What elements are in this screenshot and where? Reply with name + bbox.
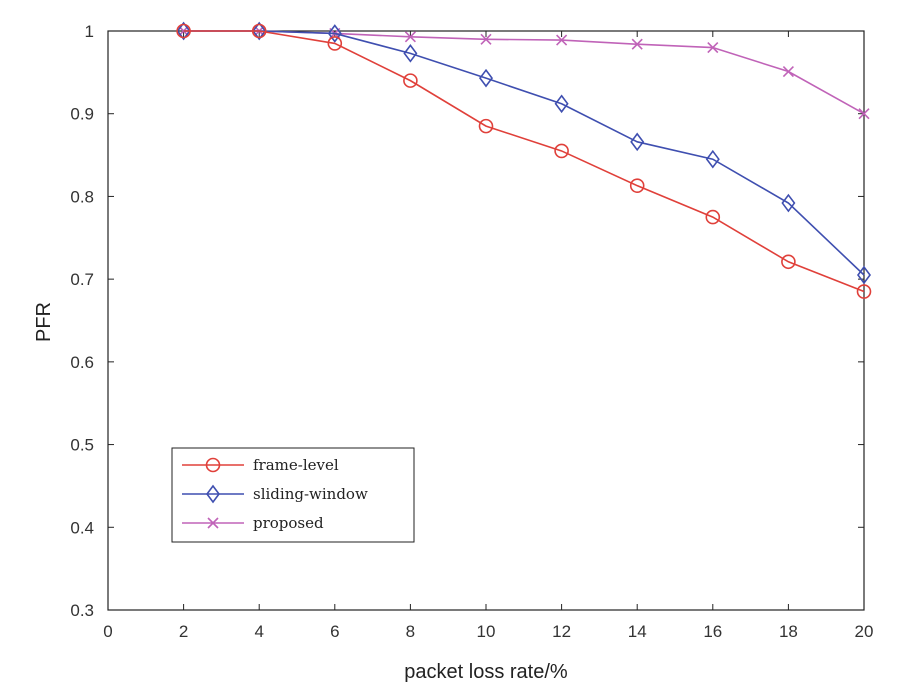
axis-ticks: 0 2 4 6 8 10 12 14 16 18 20 0.3 0.4 0.5 0.6 0.7 0.8 0.9 1 bbox=[70, 22, 873, 641]
data-point-sliding-window bbox=[630, 132, 645, 152]
y-tick-label: 0.9 bbox=[70, 105, 94, 124]
legend-item-proposed: proposed bbox=[182, 514, 324, 532]
y-tick-label: 0.7 bbox=[70, 270, 94, 289]
data-point-sliding-window bbox=[857, 265, 871, 285]
legend-label: frame-level bbox=[253, 456, 339, 474]
data-point-proposed bbox=[631, 38, 643, 50]
series-line-sliding-window bbox=[183, 30, 865, 276]
legend: frame-level sliding-window proposed bbox=[171, 447, 415, 543]
x-tick-label: 10 bbox=[477, 622, 496, 641]
legend-items: frame-level sliding-window proposed bbox=[182, 456, 368, 532]
data-point-proposed bbox=[480, 33, 492, 45]
series-line-frame-level bbox=[183, 30, 865, 293]
series-frame-level bbox=[176, 23, 872, 299]
series-sliding-window bbox=[176, 21, 871, 285]
data-point-sliding-window bbox=[403, 43, 418, 63]
data-point-proposed bbox=[404, 31, 416, 43]
y-tick-label: 0.5 bbox=[70, 436, 94, 455]
y-tick-label: 1 bbox=[85, 22, 94, 41]
data-point-frame-level bbox=[251, 23, 267, 39]
data-point-frame-level bbox=[629, 178, 645, 193]
legend-marker bbox=[206, 484, 220, 504]
legend-item-frame-level: frame-level bbox=[182, 456, 339, 474]
legend-marker bbox=[207, 517, 219, 529]
x-tick-label: 2 bbox=[179, 622, 188, 641]
data-point-proposed bbox=[782, 65, 794, 78]
data-point-frame-level bbox=[781, 254, 796, 270]
data-point-sliding-window bbox=[176, 21, 191, 41]
x-tick-label: 18 bbox=[779, 622, 798, 641]
data-point-frame-level bbox=[478, 118, 494, 134]
data-point-frame-level bbox=[403, 73, 418, 88]
data-point-sliding-window bbox=[327, 24, 342, 43]
series-layer bbox=[176, 21, 872, 299]
data-point-frame-level bbox=[176, 23, 191, 39]
data-point-frame-level bbox=[327, 36, 343, 51]
x-tick-label: 20 bbox=[855, 622, 874, 641]
legend-label: sliding-window bbox=[253, 485, 368, 503]
data-point-sliding-window bbox=[781, 193, 796, 213]
data-point-frame-level bbox=[554, 143, 569, 159]
data-point-frame-level bbox=[705, 209, 721, 225]
x-axis-title: packet loss rate/% bbox=[404, 661, 568, 683]
y-tick-label: 0.4 bbox=[70, 518, 94, 537]
legend-box bbox=[171, 447, 415, 543]
legend-label: proposed bbox=[253, 514, 324, 532]
x-tick-label: 14 bbox=[628, 622, 647, 641]
x-tick-label: 12 bbox=[552, 622, 571, 641]
legend-item-sliding-window: sliding-window bbox=[182, 484, 368, 504]
data-point-sliding-window bbox=[554, 94, 569, 114]
data-point-sliding-window bbox=[705, 149, 720, 169]
y-tick-label: 0.8 bbox=[70, 187, 94, 206]
x-tick-label: 4 bbox=[254, 622, 263, 641]
data-point-proposed bbox=[556, 34, 568, 46]
y-axis-title: PFR bbox=[33, 302, 55, 342]
data-point-frame-level bbox=[856, 284, 872, 299]
x-tick-label: 8 bbox=[406, 622, 415, 641]
y-tick-label: 0.6 bbox=[70, 353, 94, 372]
x-tick-label: 6 bbox=[330, 622, 339, 641]
data-point-sliding-window bbox=[479, 68, 493, 88]
x-tick-label: 16 bbox=[703, 622, 722, 641]
x-tick-label: 0 bbox=[103, 622, 112, 641]
data-point-proposed bbox=[858, 108, 870, 120]
legend-marker bbox=[205, 457, 221, 473]
data-point-proposed bbox=[707, 41, 719, 54]
y-tick-label: 0.3 bbox=[70, 601, 94, 620]
data-point-sliding-window bbox=[252, 21, 267, 41]
